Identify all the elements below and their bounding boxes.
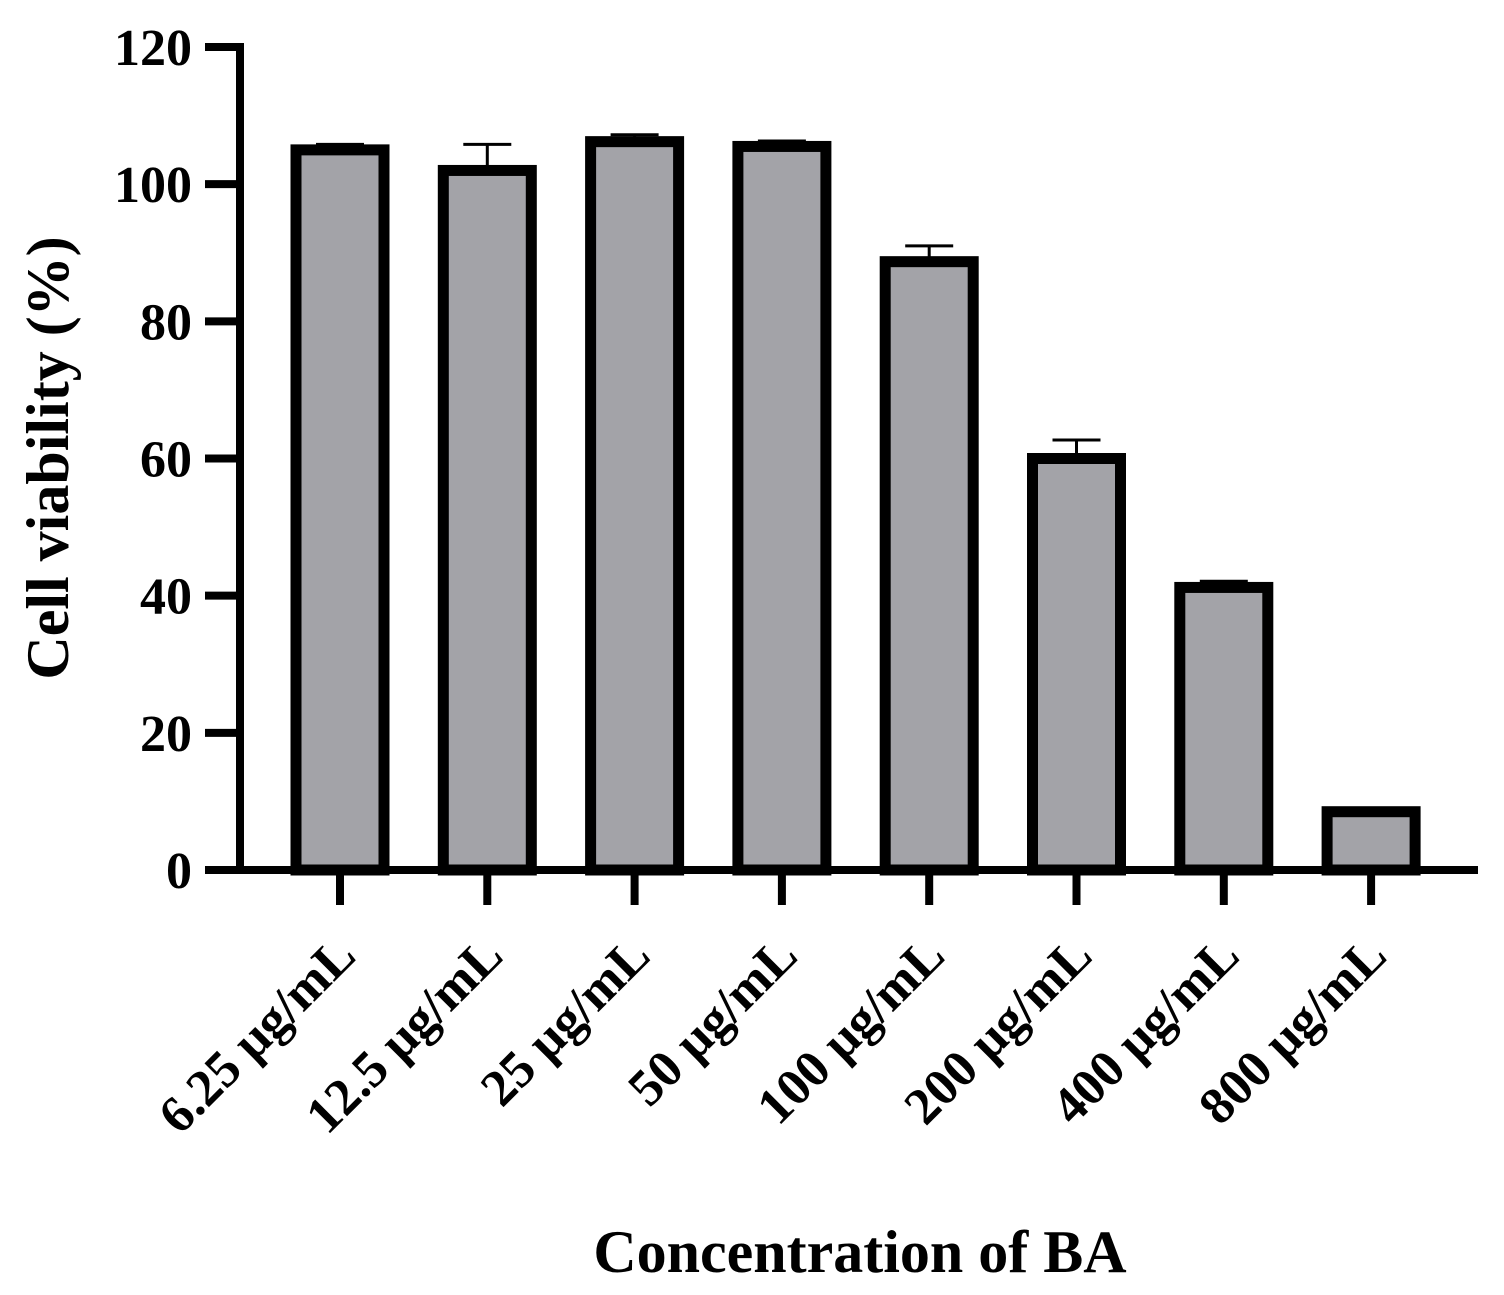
bar-6 bbox=[1027, 453, 1126, 876]
bar-4 bbox=[732, 140, 832, 876]
bar-2 bbox=[437, 164, 537, 876]
bar-8 bbox=[1321, 806, 1421, 876]
bar-5 bbox=[879, 256, 979, 876]
y-axis-title: Cell viability (%) bbox=[15, 236, 81, 679]
y-tick-label-20: 20 bbox=[140, 706, 192, 763]
bar-3 bbox=[585, 136, 685, 876]
y-tick-label-0: 0 bbox=[166, 843, 192, 900]
y-tick-label-80: 80 bbox=[140, 294, 192, 351]
y-tick-label-100: 100 bbox=[114, 157, 192, 214]
axes-layer bbox=[205, 43, 1478, 905]
y-tick-label-40: 40 bbox=[140, 569, 192, 626]
x-axis-title: Concentration of BA bbox=[593, 1219, 1126, 1285]
bar-7 bbox=[1174, 581, 1274, 876]
y-tick-label-120: 120 bbox=[114, 20, 192, 77]
bar-1 bbox=[290, 144, 390, 876]
bars-layer bbox=[290, 136, 1421, 876]
y-tick-label-60: 60 bbox=[140, 432, 192, 489]
error-bars-layer bbox=[316, 133, 1248, 588]
